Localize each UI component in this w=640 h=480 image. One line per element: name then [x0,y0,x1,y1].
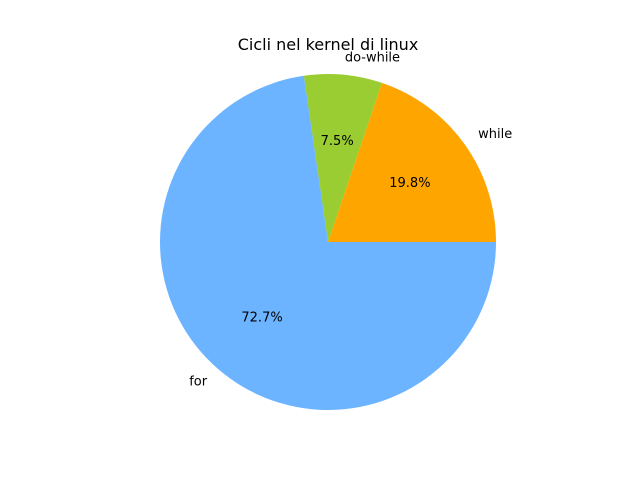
slice-percent-do-while: 7.5% [321,134,354,149]
pie-slice-do-while [303,73,382,242]
chart-title: Cicli nel kernel di linux [238,35,419,54]
pie-slice-for [159,75,496,411]
slice-label-do-while: do-while [345,50,400,65]
pie-slice-while [328,82,496,242]
slice-label-while: while [478,127,512,142]
pie-slices [159,73,496,411]
slice-label-for: for [189,374,208,389]
slice-percent-for: 72.7% [241,311,282,326]
slice-percent-while: 19.8% [389,176,430,191]
pie-labels: while 19.8% do-while 7.5% for 72.7% [189,50,512,389]
